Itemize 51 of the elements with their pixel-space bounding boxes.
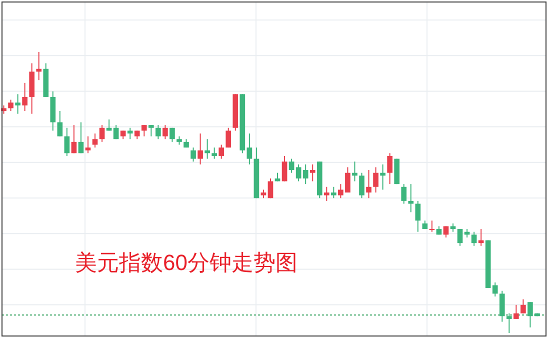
- candlestick: [457, 228, 463, 246]
- candlestick: [282, 155, 288, 182]
- candlestick: [162, 124, 168, 140]
- candlestick: [310, 164, 316, 182]
- candlestick: [218, 144, 224, 160]
- candlestick: [71, 124, 77, 154]
- candlestick: [85, 136, 91, 154]
- candlestick: [246, 132, 252, 165]
- candlestick: [330, 186, 336, 199]
- candlestick: [408, 184, 414, 213]
- candlestick: [170, 127, 175, 142]
- candlestick: [443, 226, 449, 238]
- candlestick: [520, 298, 526, 314]
- candlestick: [141, 124, 147, 137]
- candlestick: [268, 178, 274, 199]
- candlestick: [212, 147, 218, 160]
- candlestick: [148, 124, 154, 137]
- text: 美元指数60分钟走势图: [75, 250, 298, 275]
- candlestick: [64, 127, 70, 156]
- candlestick: [415, 200, 421, 232]
- candlestick: [296, 164, 302, 182]
- candlestick: [198, 132, 203, 165]
- candlestick: [387, 152, 392, 185]
- candlestick: [514, 304, 519, 320]
- candlestick: [204, 138, 210, 160]
- candlestick: [8, 99, 14, 112]
- candlestick: [302, 164, 308, 185]
- candlestick: [401, 184, 407, 204]
- candlestick: [359, 172, 364, 199]
- candlestick: [57, 110, 63, 137]
- candlestick: [226, 127, 232, 148]
- candlestick: [127, 127, 133, 140]
- candlestick: [373, 166, 378, 193]
- candlestick: [380, 164, 386, 190]
- candlestick: [15, 94, 20, 114]
- candlestick: [429, 220, 435, 232]
- candlestick: [113, 124, 119, 140]
- candlestick: [471, 231, 477, 246]
- candlestick: [156, 124, 161, 140]
- candlestick: [92, 132, 98, 148]
- candlestick: [22, 82, 28, 112]
- candlestick: [324, 186, 330, 202]
- candlestick: [78, 122, 84, 154]
- candlestick: [190, 147, 196, 162]
- candlestick: [499, 290, 505, 322]
- candlestick: [366, 170, 372, 199]
- candlestick: [288, 158, 294, 174]
- candlestick: [99, 124, 105, 142]
- candlestick: [36, 52, 42, 81]
- candlestick: [352, 161, 358, 182]
- candlestick: [506, 312, 512, 334]
